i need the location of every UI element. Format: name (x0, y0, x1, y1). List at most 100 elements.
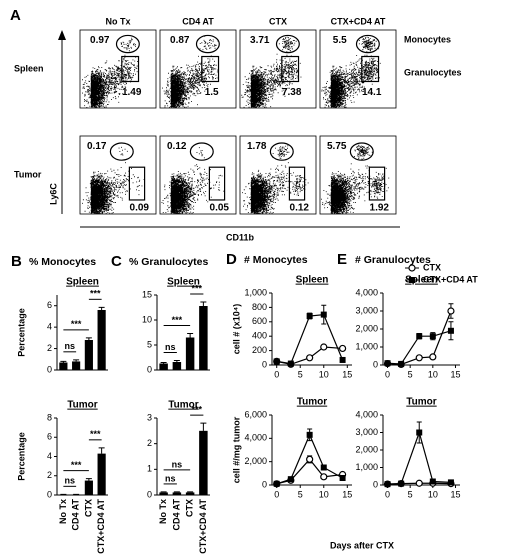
comparison-label: *** (90, 429, 101, 439)
chart-title: Spleen (296, 275, 329, 286)
y-tick-label: 400 (252, 331, 267, 341)
x-tick-label: 0 (274, 489, 279, 499)
error-bar (187, 491, 194, 493)
bar (172, 362, 182, 370)
error-bar (160, 491, 167, 493)
y-tick-label: 4,000 (355, 287, 378, 297)
point (429, 478, 436, 485)
x-tick-label: 10 (428, 369, 438, 379)
x-tick-label: CTX+CD4 AT (96, 499, 106, 554)
point (287, 360, 294, 367)
gate-value: 3.71 (250, 35, 270, 46)
comparison-label: ns (165, 342, 176, 352)
bar (59, 362, 68, 370)
bar (159, 492, 168, 495)
dots (321, 144, 390, 214)
y-tick-label: 8 (47, 412, 52, 422)
x-tick-label: 15 (450, 489, 460, 499)
y-tick-label: 4 (47, 451, 52, 461)
gate-label: Monocytes (404, 34, 451, 44)
y-axis-label: cell #/mg tumor (231, 416, 241, 483)
point (273, 480, 280, 487)
comparison-label: ns (64, 476, 75, 486)
chart-title: Tumor (168, 400, 198, 411)
gate-value: 1.92 (370, 202, 390, 213)
gate-value: 0.09 (130, 202, 150, 213)
axis (271, 293, 352, 366)
point (273, 358, 280, 365)
y-tick-label: 6 (47, 432, 52, 442)
comparison-label: *** (90, 289, 101, 299)
error-bar (160, 362, 167, 364)
y-axis-label: Percentage (16, 432, 26, 481)
legend-label: CTX (423, 262, 441, 272)
x-tick-label: 0 (385, 489, 390, 499)
x-tick-label: No Tx (58, 499, 68, 524)
comparison-label: ns (172, 459, 183, 469)
x-tick-label: 10 (319, 489, 329, 499)
y-axis-label: Ly6C (48, 183, 58, 205)
error-bar (173, 491, 180, 493)
dots (241, 36, 302, 108)
x-tick-label: 10 (428, 489, 438, 499)
panel-header: # Monocytes (244, 254, 308, 266)
monocyte-gate (189, 142, 214, 161)
point (306, 431, 313, 438)
monocyte-gate (115, 34, 140, 54)
comparison-label: *** (71, 319, 82, 329)
x-tick-label: No Tx (158, 499, 168, 524)
row-label: Tumor (14, 169, 42, 179)
gate-value: 1.49 (122, 87, 142, 98)
point (306, 313, 313, 320)
point (416, 429, 423, 436)
bar (97, 310, 106, 370)
y-tick-label: 3,000 (355, 305, 378, 315)
point (447, 479, 454, 486)
x-tick-label: CD4 AT (71, 498, 81, 530)
y-tick-label: 4,000 (355, 409, 378, 419)
point (416, 333, 423, 340)
panel-label: A (10, 7, 21, 24)
y-tick-label: 0 (373, 479, 378, 489)
x-tick-label: 0 (274, 369, 279, 379)
y-tick-label: 4 (47, 322, 52, 332)
point (447, 307, 455, 315)
error-bar (173, 360, 180, 362)
point (287, 476, 294, 483)
point (320, 311, 327, 318)
y-tick-label: 6,000 (244, 409, 267, 419)
y-tick-label: 2 (47, 343, 52, 353)
x-tick-label: 10 (319, 369, 329, 379)
y-tick-label: 0 (147, 364, 152, 374)
y-tick-label: 4,000 (244, 433, 267, 443)
y-tick-label: 2 (147, 438, 152, 448)
dots (321, 36, 381, 108)
panel-header: # Granulocytes (355, 254, 431, 266)
error-bar (85, 478, 92, 481)
gate-value: 14.1 (362, 87, 382, 98)
y-tick-label: 200 (252, 345, 267, 355)
y-axis-label: cell # (x10⁴) (231, 304, 241, 354)
monocyte-gate (275, 34, 300, 54)
x-tick-label: CTX (185, 499, 195, 517)
gate-value: 0.97 (90, 35, 110, 46)
dots (82, 37, 138, 108)
x-tick-label: 5 (298, 369, 303, 379)
axis (271, 415, 352, 486)
column-label: CTX+CD4 AT (331, 16, 386, 26)
x-tick-label: 5 (298, 489, 303, 499)
gate-value: 5.75 (327, 141, 347, 152)
y-tick-label: 3 (147, 412, 152, 422)
plot-frame (159, 29, 237, 109)
bar (97, 453, 106, 495)
x-tick-label: CTX (83, 499, 93, 517)
bar (72, 361, 81, 370)
bar (185, 337, 195, 370)
panel-label: B (11, 253, 22, 270)
gate-value: 1.78 (247, 141, 267, 152)
panel-header: % Granulocytes (129, 256, 209, 268)
plot-frame (159, 135, 237, 215)
bar (72, 494, 81, 496)
panel-label: E (337, 251, 347, 268)
error-bar (85, 337, 92, 340)
